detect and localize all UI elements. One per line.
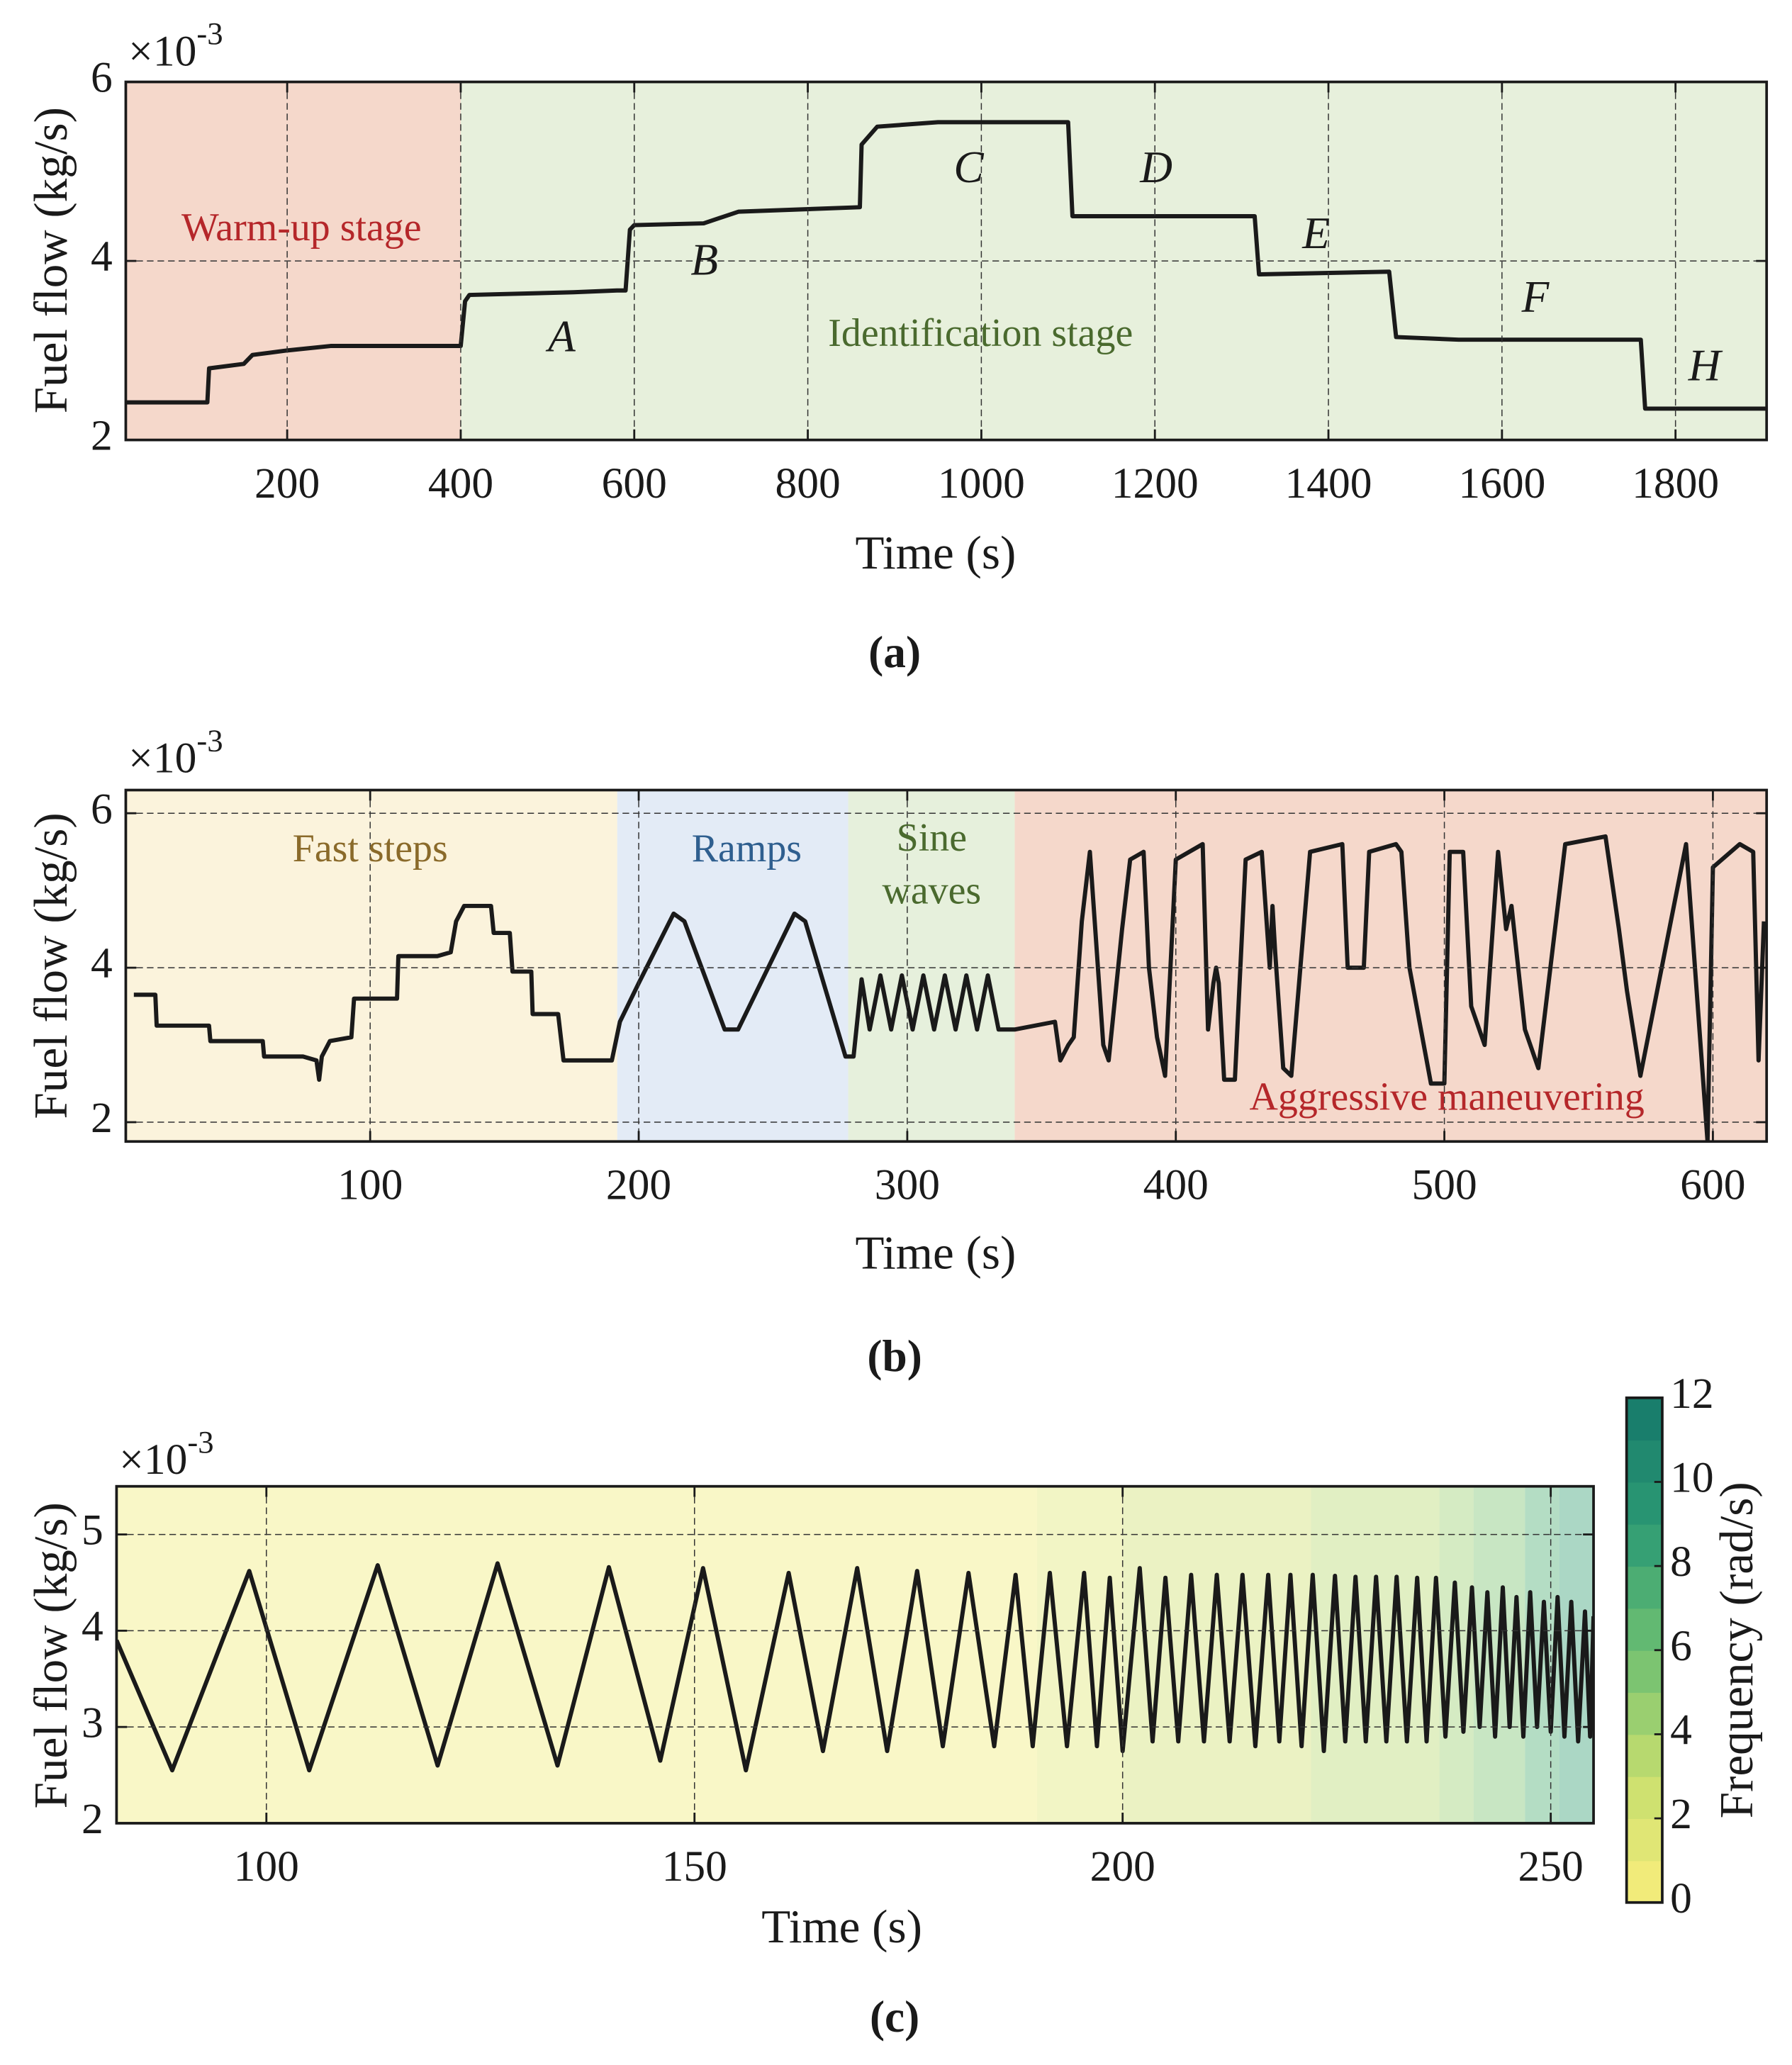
plot-frame <box>124 80 1769 442</box>
colorbar-tick-label: 6 <box>1670 1622 1692 1670</box>
annotation: C <box>953 142 984 192</box>
region <box>1014 790 1767 1142</box>
colorbar-tick-label: 8 <box>1670 1538 1692 1586</box>
colorbar-swatch <box>1626 1397 1662 1441</box>
region <box>125 790 617 1142</box>
x-tick-label: 100 <box>337 1160 403 1209</box>
panel-caption: (a) <box>868 627 921 677</box>
multiplier-base: ×10 <box>128 27 196 75</box>
region-label: Sine <box>897 816 967 860</box>
y-tick-label: 4 <box>82 1602 103 1650</box>
colorbar-swatch <box>1626 1523 1662 1567</box>
y-axis-label: Fuel flow (kg/s) <box>24 1502 77 1808</box>
x-tick-label: 200 <box>254 459 320 508</box>
y-tick-label: 4 <box>91 233 113 281</box>
x-tick-label: 1200 <box>1111 459 1199 508</box>
colorbar-swatch <box>1626 1566 1662 1609</box>
colorbar-tick-label: 2 <box>1670 1790 1692 1838</box>
plot-area <box>116 1486 1594 1823</box>
colorbar-label: Frequency (rad/s) <box>1710 1482 1763 1818</box>
x-tick-label: 1400 <box>1285 459 1372 508</box>
colorbar-swatch <box>1626 1440 1662 1483</box>
multiplier-base: ×10 <box>119 1436 187 1484</box>
region-label: Warm-up stage <box>181 206 422 250</box>
axis-multiplier: ×10-3 <box>119 1424 213 1484</box>
multiplier-exponent: -3 <box>196 16 223 51</box>
x-tick-label: 600 <box>602 459 667 508</box>
y-tick-label: 4 <box>91 939 113 987</box>
y-tick-label: 6 <box>91 54 113 102</box>
panel-caption: (c) <box>870 1992 919 2042</box>
colorbar-swatch <box>1626 1734 1662 1777</box>
y-axis-label: Fuel flow (kg/s) <box>24 812 77 1119</box>
multiplier-base: ×10 <box>128 734 196 782</box>
region-label: waves <box>882 869 981 913</box>
axis-multiplier: ×10-3 <box>128 16 223 75</box>
frequency-band <box>116 1486 1037 1823</box>
colorbar-swatch <box>1626 1650 1662 1694</box>
region-label: Fast steps <box>293 827 448 871</box>
data-line <box>133 834 1766 1142</box>
plot-frame <box>124 788 1769 1143</box>
region-label: Identification stage <box>828 311 1133 355</box>
x-tick-label: 800 <box>775 459 840 508</box>
y-tick-label: 2 <box>91 1094 113 1142</box>
plot-area <box>125 790 1767 1142</box>
x-axis-label: Time (s) <box>856 526 1017 579</box>
y-tick-label: 3 <box>82 1699 103 1747</box>
x-tick-label: 250 <box>1518 1842 1584 1891</box>
region-label: Ramps <box>692 827 802 871</box>
colorbar-tick-label: 0 <box>1670 1874 1692 1923</box>
y-tick-label: 2 <box>82 1795 103 1843</box>
region-label: Aggressive maneuvering <box>1250 1075 1645 1119</box>
annotation: H <box>1688 340 1723 390</box>
colorbar-swatch <box>1626 1776 1662 1820</box>
frequency-band <box>1036 1486 1123 1823</box>
colorbar-tick-label: 10 <box>1670 1454 1713 1502</box>
colorbar-swatch <box>1626 1818 1662 1862</box>
region <box>125 82 461 440</box>
x-tick-label: 1800 <box>1632 459 1719 508</box>
x-tick-label: 600 <box>1680 1160 1745 1209</box>
x-tick-label: 150 <box>662 1842 727 1891</box>
plot-frame <box>115 1484 1595 1825</box>
colorbar-tick-label: 12 <box>1670 1370 1713 1418</box>
data-line <box>116 1561 1594 1773</box>
annotation: D <box>1139 142 1172 192</box>
x-axis-label: Time (s) <box>761 1900 922 1953</box>
colorbar-tick-label: 4 <box>1670 1706 1692 1755</box>
y-tick-label: 5 <box>82 1506 103 1555</box>
multiplier-exponent: -3 <box>187 1424 213 1460</box>
x-tick-label: 200 <box>606 1160 671 1209</box>
x-tick-label: 200 <box>1090 1842 1155 1891</box>
x-tick-label: 400 <box>428 459 493 508</box>
data-line <box>125 120 1767 411</box>
region <box>617 790 849 1142</box>
multiplier-exponent: -3 <box>196 723 223 759</box>
annotation: F <box>1521 272 1550 321</box>
region <box>848 790 1015 1142</box>
colorbar-swatch <box>1626 1860 1662 1903</box>
x-tick-label: 1000 <box>938 459 1025 508</box>
x-tick-label: 100 <box>234 1842 299 1891</box>
x-tick-label: 1600 <box>1458 459 1545 508</box>
x-axis-label: Time (s) <box>856 1226 1017 1280</box>
colorbar-swatch <box>1626 1482 1662 1525</box>
annotation: A <box>545 311 576 361</box>
frequency-band <box>1122 1486 1311 1823</box>
y-tick-label: 2 <box>91 412 113 460</box>
x-tick-label: 300 <box>875 1160 940 1209</box>
y-axis-label: Fuel flow (kg/s) <box>24 107 77 413</box>
axis-multiplier: ×10-3 <box>128 723 223 783</box>
panel-caption: (b) <box>867 1331 922 1381</box>
x-tick-label: 500 <box>1411 1160 1477 1209</box>
colorbar-swatch <box>1626 1692 1662 1735</box>
annotation: B <box>690 235 718 284</box>
x-tick-label: 400 <box>1143 1160 1209 1209</box>
frequency-band <box>1311 1486 1440 1823</box>
colorbar-swatch <box>1626 1608 1662 1651</box>
y-tick-label: 6 <box>91 785 113 833</box>
annotation: E <box>1301 208 1330 258</box>
